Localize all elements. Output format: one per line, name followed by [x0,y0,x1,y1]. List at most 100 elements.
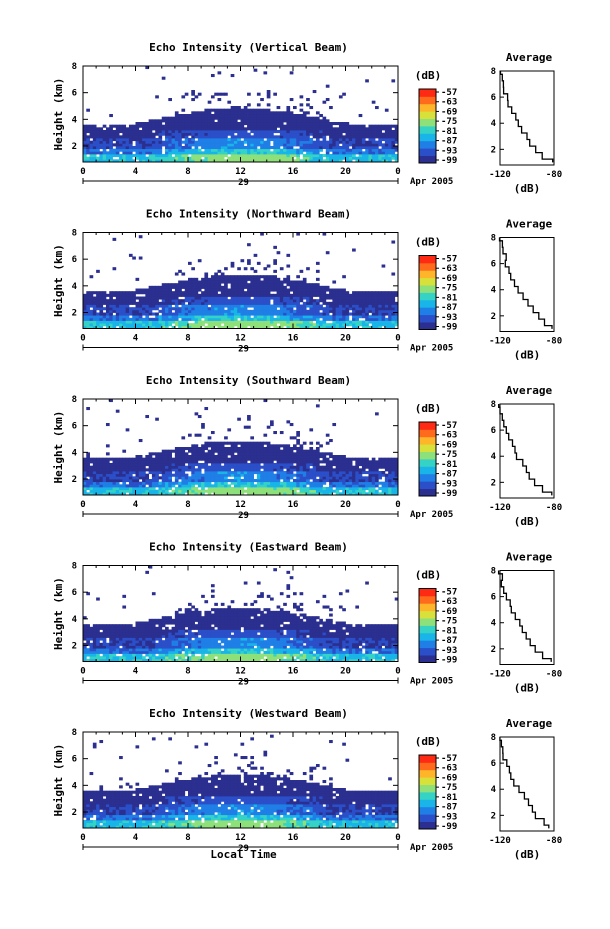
heat-cell [145,468,150,472]
heat-cell [394,312,399,316]
heat-cell [161,132,166,136]
heat-cell [355,143,360,147]
heat-cell [358,307,363,311]
heat-cell [128,320,133,324]
heat-cell [125,291,130,295]
heat-cell [273,140,277,144]
heat-cell [181,471,186,475]
heat-cell [220,307,225,311]
heat-cell [391,148,396,152]
heat-cell [220,489,225,493]
heat-cell [273,156,277,160]
heat-cell [276,154,281,158]
heat-cell [381,154,386,158]
heat-cell [332,307,337,311]
heat-cell [181,140,186,144]
heat-cell [188,447,192,451]
heat-cell [105,151,110,155]
heat-cell [188,307,192,311]
heat-cell [388,492,392,496]
heat-cell [161,299,166,303]
heat-cell [253,320,258,324]
heat-cell [361,309,366,313]
heat-cell [312,156,317,160]
heat-cell [256,92,261,96]
heat-cell [197,479,202,483]
heat-cell [391,156,396,160]
heat-cell [375,479,379,483]
heat-cell [227,130,232,134]
heat-cell [230,307,235,311]
heat-cell [165,463,169,467]
heat-cell [286,156,291,160]
heat-cell [263,481,268,485]
heat-cell [256,127,261,131]
heat-cell [253,253,258,257]
heat-cell [138,463,143,467]
heat-cell [355,476,360,480]
heat-cell [178,280,182,284]
heat-cell [273,92,277,96]
heat-cell [233,473,238,477]
heat-cell [302,146,307,150]
heat-cell [102,140,107,144]
heat-cell [105,423,110,427]
heat-cell [181,449,186,453]
heat-cell [368,473,373,477]
heat-cell [250,468,255,472]
heat-cell [276,301,281,305]
heat-cell [302,280,307,284]
heat-cell [293,436,297,440]
heat-cell [348,140,353,144]
heat-cell [325,132,330,136]
heat-cell [276,288,281,292]
heat-cell [388,312,392,316]
heat-cell [148,489,153,493]
heat-cell [148,312,153,316]
heat-cell [371,489,376,493]
heat-cell [322,317,327,321]
heat-cell [210,301,215,305]
heat-cell [388,489,392,493]
heat-cell [286,325,291,329]
heat-cell [217,92,222,96]
heat-cell [365,307,369,311]
heat-cell [332,304,337,308]
profile-frame [499,237,555,332]
heat-cell [188,468,192,472]
heat-cell [201,423,205,427]
heat-cell [227,124,232,128]
heat-cell [329,465,333,469]
heat-cell [260,138,264,142]
day-label: 29 [238,345,249,355]
heat-cell [109,320,113,324]
heat-cell [332,296,337,300]
heat-cell [247,111,251,115]
heat-cell [142,484,146,488]
heat-cell [289,323,294,327]
heat-cell [368,309,373,313]
heat-cell [86,143,90,147]
heat-cell [237,159,241,163]
heat-cell [263,325,268,329]
heat-cell [312,154,317,158]
heat-cell [135,291,140,295]
heat-cell [227,122,232,126]
heat-cell [201,320,205,324]
heat-cell [276,484,281,488]
height-axis-label: Height (km) [52,78,65,151]
heat-cell [214,304,218,308]
heat-cell [256,285,261,289]
heat-cell [293,132,297,136]
heat-cell [289,436,294,440]
heat-cell [296,159,300,163]
heat-cell [273,317,277,321]
heat-cell [132,457,136,461]
heat-cell [233,146,238,150]
heat-cell [191,481,195,485]
heat-cell [128,317,133,321]
heat-cell [375,312,379,316]
heat-cell [263,484,268,488]
heat-cell [253,108,258,112]
heat-cell [155,479,159,483]
